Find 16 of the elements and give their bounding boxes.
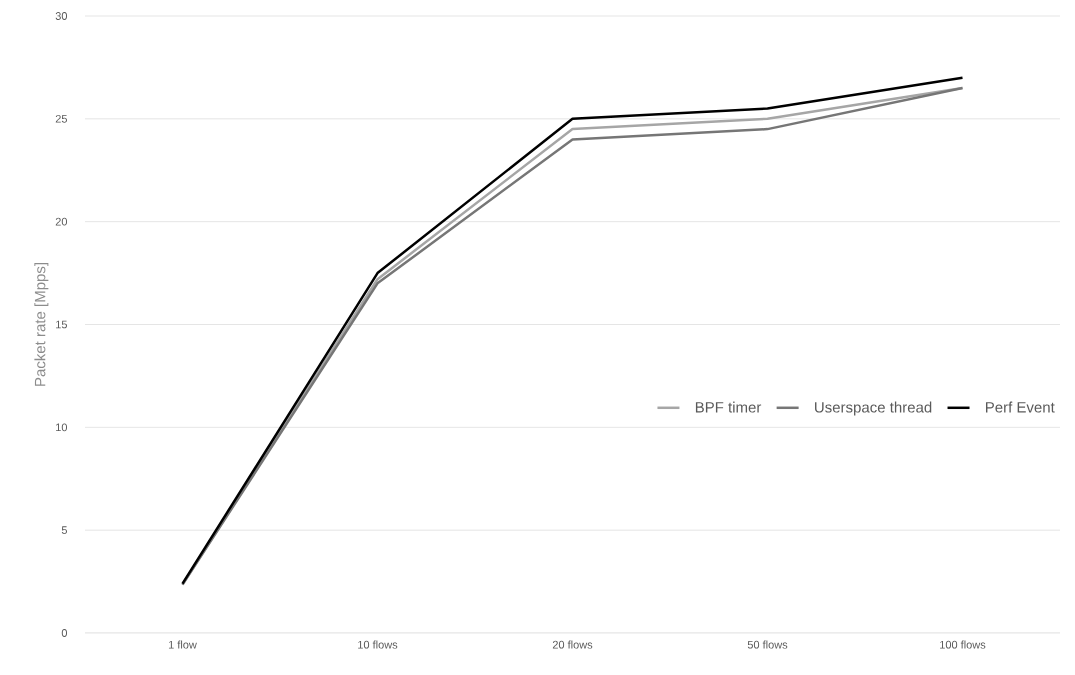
legend-label: Userspace thread (815, 401, 932, 416)
y-tick-label: 10 (56, 423, 68, 432)
x-tick-label: 100 flows (940, 640, 986, 649)
y-tick-label: 20 (55, 217, 68, 226)
y-tick-label: 5 (61, 526, 67, 535)
legend-label: Perf Event (986, 401, 1055, 413)
y-tick-label: 30 (55, 12, 68, 20)
x-tick-label: 10 flows (358, 640, 398, 649)
y-tick-label: 25 (55, 114, 67, 123)
y-tick-label: 15 (56, 320, 67, 329)
y-tick-label: 0 (61, 629, 68, 637)
x-tick-label: 1 flow (168, 640, 197, 649)
y-axis-title: Packet rate [Mpps] (34, 263, 49, 386)
x-tick-label: 20 flows (552, 640, 593, 649)
x-tick-label: 50 flows (747, 640, 788, 649)
legend-label: BPF timer (695, 401, 762, 413)
